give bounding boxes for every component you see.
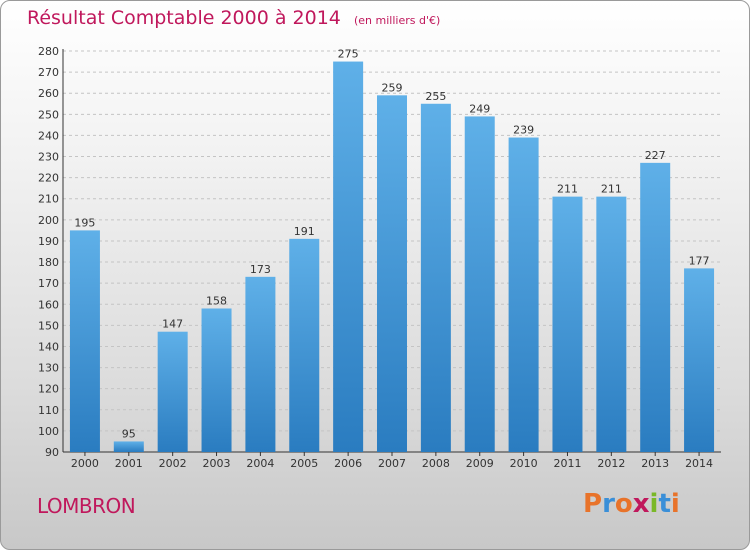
bar [289, 238, 320, 452]
brand-letter: i [649, 489, 659, 519]
bar [464, 116, 495, 452]
y-tick-label: 210 [38, 193, 59, 206]
bar [508, 137, 539, 452]
data-label: 147 [162, 318, 183, 331]
data-label: 158 [206, 294, 227, 307]
y-tick-label: 280 [38, 45, 59, 58]
x-tick-label: 2003 [203, 457, 231, 470]
bar [201, 308, 232, 452]
bar [552, 196, 583, 452]
x-tick-label: 2006 [334, 457, 362, 470]
x-tick-label: 2014 [685, 457, 713, 470]
x-tick-label: 2004 [246, 457, 274, 470]
y-tick-label: 190 [38, 235, 59, 248]
bar [245, 276, 276, 452]
brand-letter: P [583, 489, 603, 519]
data-label: 239 [513, 124, 534, 137]
brand-letter: o [614, 489, 633, 519]
brand-letter: x [632, 489, 650, 519]
bar [596, 196, 627, 452]
town-name: LOMBRON [37, 494, 136, 518]
y-tick-label: 200 [38, 214, 59, 227]
x-tick-label: 2013 [641, 457, 669, 470]
data-label: 255 [425, 90, 446, 103]
chart-title: Résultat Comptable 2000 à 2014 [27, 7, 341, 29]
title-row: Résultat Comptable 2000 à 2014 (en milli… [27, 7, 440, 29]
x-tick-label: 2001 [115, 457, 143, 470]
y-tick-label: 150 [38, 319, 59, 332]
data-label: 259 [382, 81, 403, 94]
brand-letter: t [658, 489, 671, 519]
data-label: 177 [689, 254, 710, 267]
bar [113, 441, 144, 452]
x-tick-label: 2002 [159, 457, 187, 470]
y-tick-label: 230 [38, 151, 59, 164]
x-tick-label: 2010 [510, 457, 538, 470]
data-label: 211 [601, 183, 622, 196]
y-tick-label: 260 [38, 87, 59, 100]
brand-logo: Proxiti [583, 489, 680, 519]
y-tick-label: 140 [38, 340, 59, 353]
x-tick-label: 2008 [422, 457, 450, 470]
y-tick-label: 240 [38, 129, 59, 142]
y-tick-label: 170 [38, 277, 59, 290]
bar [377, 95, 407, 453]
data-label: 95 [122, 427, 136, 440]
y-tick-label: 180 [38, 256, 59, 269]
x-tick-label: 2005 [290, 457, 318, 470]
x-tick-label: 2000 [71, 457, 99, 470]
y-tick-label: 220 [38, 172, 59, 185]
x-tick-label: 2012 [597, 457, 625, 470]
bar [420, 103, 451, 453]
data-label: 195 [74, 216, 95, 229]
data-label: 275 [338, 48, 359, 61]
y-tick-label: 100 [38, 425, 59, 438]
y-tick-label: 270 [38, 66, 59, 79]
y-tick-label: 160 [38, 298, 59, 311]
data-label: 249 [469, 102, 490, 115]
x-tick-label: 2007 [378, 457, 406, 470]
brand-letter: i [670, 489, 680, 519]
brand-letter: r [602, 489, 615, 519]
data-label: 227 [645, 149, 666, 162]
y-tick-label: 90 [45, 446, 59, 459]
y-tick-label: 250 [38, 108, 59, 121]
bar [640, 162, 671, 452]
bar [684, 268, 715, 452]
data-label: 173 [250, 263, 271, 276]
y-tick-label: 110 [38, 404, 59, 417]
y-tick-label: 130 [38, 362, 59, 375]
bar [333, 61, 364, 452]
y-tick-label: 120 [38, 383, 59, 396]
bar [69, 230, 100, 452]
bar [157, 331, 188, 452]
data-label: 211 [557, 183, 578, 196]
x-tick-label: 2009 [466, 457, 494, 470]
data-label: 191 [294, 225, 315, 238]
x-tick-label: 2011 [553, 457, 581, 470]
chart-unit: (en milliers d'€) [353, 14, 441, 27]
